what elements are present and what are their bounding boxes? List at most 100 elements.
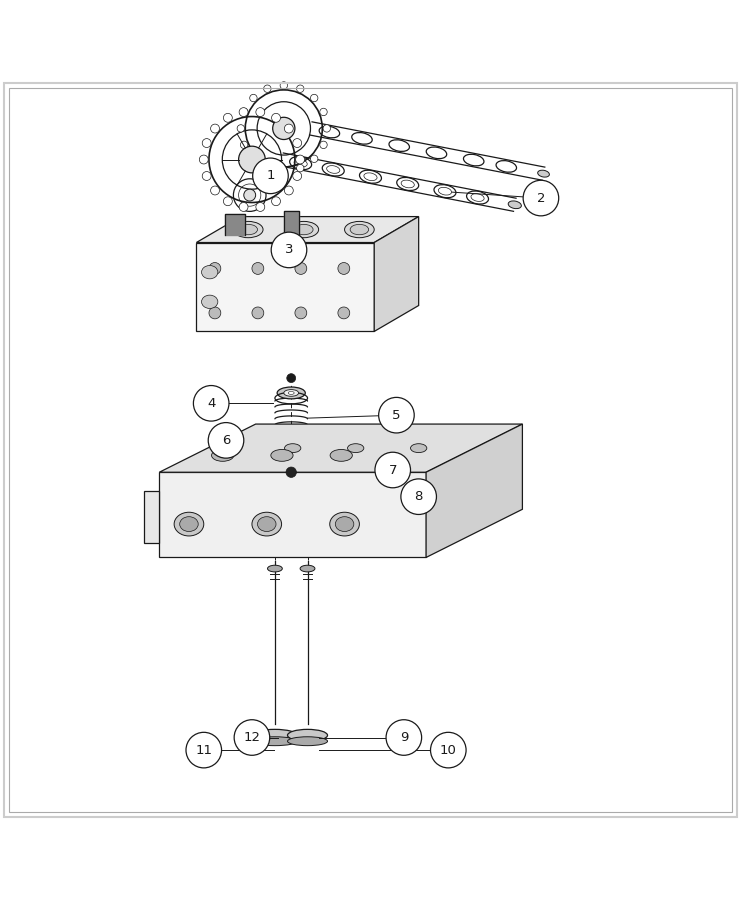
Ellipse shape — [288, 392, 294, 394]
Circle shape — [280, 82, 288, 89]
Circle shape — [264, 85, 271, 93]
Circle shape — [293, 139, 302, 148]
Ellipse shape — [295, 224, 313, 235]
Circle shape — [310, 155, 318, 163]
Circle shape — [210, 124, 219, 133]
Circle shape — [256, 202, 265, 211]
Circle shape — [379, 398, 414, 433]
Ellipse shape — [285, 461, 297, 466]
Text: 2: 2 — [536, 192, 545, 204]
Polygon shape — [374, 217, 419, 331]
Circle shape — [240, 108, 247, 116]
Circle shape — [320, 108, 328, 116]
Circle shape — [375, 452, 411, 488]
Ellipse shape — [212, 449, 234, 462]
Ellipse shape — [252, 512, 282, 536]
Circle shape — [202, 172, 211, 180]
Text: 11: 11 — [196, 743, 212, 757]
Circle shape — [287, 374, 296, 382]
Ellipse shape — [258, 517, 276, 532]
Text: 5: 5 — [392, 409, 401, 422]
Circle shape — [401, 479, 436, 515]
Circle shape — [271, 113, 280, 122]
Circle shape — [431, 733, 466, 768]
Circle shape — [293, 172, 302, 180]
Circle shape — [295, 307, 307, 319]
Circle shape — [209, 263, 221, 274]
Circle shape — [264, 165, 271, 172]
Ellipse shape — [508, 201, 522, 209]
Circle shape — [256, 108, 265, 116]
Circle shape — [296, 165, 304, 172]
Circle shape — [280, 167, 288, 176]
Text: 9: 9 — [399, 731, 408, 744]
Text: 12: 12 — [244, 731, 260, 744]
Ellipse shape — [253, 729, 297, 742]
Polygon shape — [159, 424, 522, 472]
Circle shape — [239, 108, 248, 116]
Ellipse shape — [202, 295, 218, 309]
Ellipse shape — [288, 737, 328, 746]
Polygon shape — [159, 472, 426, 557]
Ellipse shape — [174, 512, 204, 536]
Polygon shape — [196, 217, 419, 242]
Circle shape — [239, 146, 265, 173]
Polygon shape — [196, 242, 374, 331]
Ellipse shape — [283, 499, 299, 506]
Ellipse shape — [270, 449, 293, 462]
Circle shape — [223, 197, 232, 206]
Circle shape — [285, 186, 293, 195]
Text: 3: 3 — [285, 243, 293, 256]
Circle shape — [210, 186, 219, 195]
Circle shape — [295, 263, 307, 274]
Ellipse shape — [350, 224, 369, 235]
Circle shape — [234, 720, 270, 755]
Circle shape — [286, 467, 296, 477]
Ellipse shape — [268, 565, 282, 572]
Circle shape — [386, 720, 422, 755]
Circle shape — [338, 307, 350, 319]
Ellipse shape — [202, 266, 218, 279]
Circle shape — [252, 263, 264, 274]
Circle shape — [523, 180, 559, 216]
Circle shape — [271, 232, 307, 267]
Ellipse shape — [288, 729, 328, 742]
Circle shape — [202, 139, 211, 148]
Circle shape — [199, 155, 208, 164]
Text: 10: 10 — [440, 743, 456, 757]
Ellipse shape — [345, 221, 374, 238]
Circle shape — [323, 125, 330, 132]
Polygon shape — [144, 491, 159, 543]
Ellipse shape — [277, 387, 305, 399]
Ellipse shape — [330, 512, 359, 536]
Ellipse shape — [284, 390, 299, 396]
Circle shape — [209, 307, 221, 319]
Circle shape — [208, 423, 244, 458]
Ellipse shape — [233, 221, 263, 238]
Ellipse shape — [335, 517, 354, 532]
Ellipse shape — [300, 565, 315, 572]
Circle shape — [250, 94, 257, 102]
Circle shape — [250, 155, 257, 163]
Ellipse shape — [330, 449, 353, 462]
Circle shape — [271, 197, 280, 206]
Text: 4: 4 — [207, 397, 216, 410]
Ellipse shape — [239, 224, 258, 235]
Circle shape — [296, 155, 305, 164]
Ellipse shape — [222, 444, 238, 453]
Ellipse shape — [538, 170, 549, 177]
Circle shape — [240, 141, 247, 149]
Circle shape — [296, 85, 304, 93]
Text: 6: 6 — [222, 434, 230, 447]
Ellipse shape — [280, 458, 302, 468]
Circle shape — [310, 94, 318, 102]
Circle shape — [338, 263, 350, 274]
Circle shape — [244, 189, 256, 201]
Circle shape — [320, 141, 328, 149]
Ellipse shape — [283, 472, 299, 480]
Ellipse shape — [179, 517, 199, 532]
Circle shape — [193, 385, 229, 421]
Text: 7: 7 — [388, 464, 397, 476]
Ellipse shape — [289, 221, 319, 238]
Text: 8: 8 — [414, 491, 423, 503]
